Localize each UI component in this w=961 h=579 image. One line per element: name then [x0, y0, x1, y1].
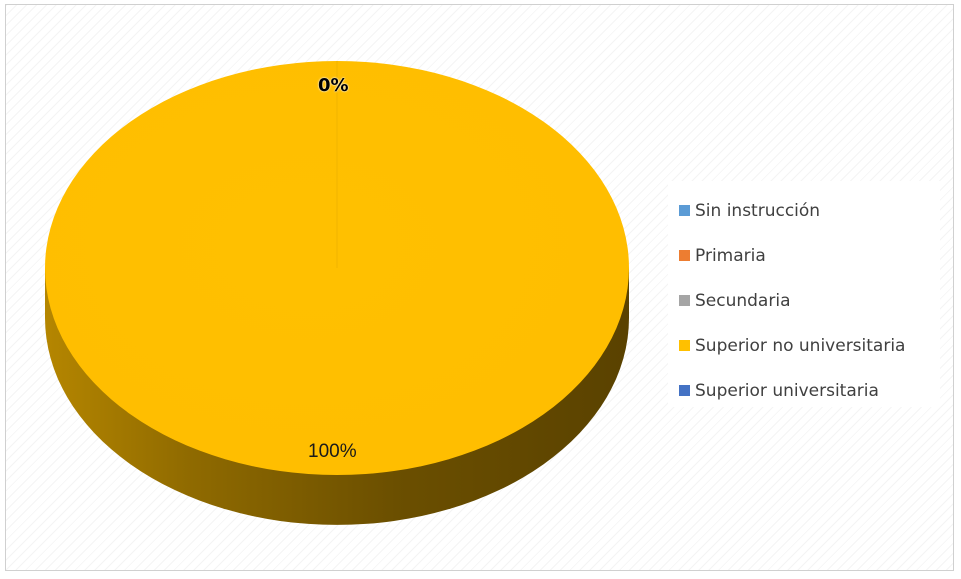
legend-label: Superior no universitaria	[695, 335, 906, 356]
legend-label: Secundaria	[695, 290, 791, 311]
legend-swatch-superior-no-universitaria	[679, 340, 690, 351]
legend-label: Sin instrucción	[695, 200, 821, 221]
data-label-hundred: 100%	[308, 441, 357, 462]
legend-item-superior-no-universitaria: Superior no universitaria	[668, 323, 940, 368]
legend-label: Superior universitaria	[695, 380, 879, 401]
legend-item-superior-universitaria: Superior universitaria	[668, 368, 940, 413]
data-label-zero: 0%	[318, 75, 349, 96]
legend-swatch-primaria	[679, 250, 690, 261]
legend-swatch-superior-universitaria	[679, 385, 690, 396]
legend-swatch-secundaria	[679, 295, 690, 306]
legend: Sin instrucción Primaria Secundaria Supe…	[668, 181, 940, 407]
legend-item-sin-instruccion: Sin instrucción	[668, 188, 940, 233]
legend-label: Primaria	[695, 245, 766, 266]
legend-swatch-sin-instruccion	[679, 205, 690, 216]
legend-item-primaria: Primaria	[668, 233, 940, 278]
legend-item-secundaria: Secundaria	[668, 278, 940, 323]
